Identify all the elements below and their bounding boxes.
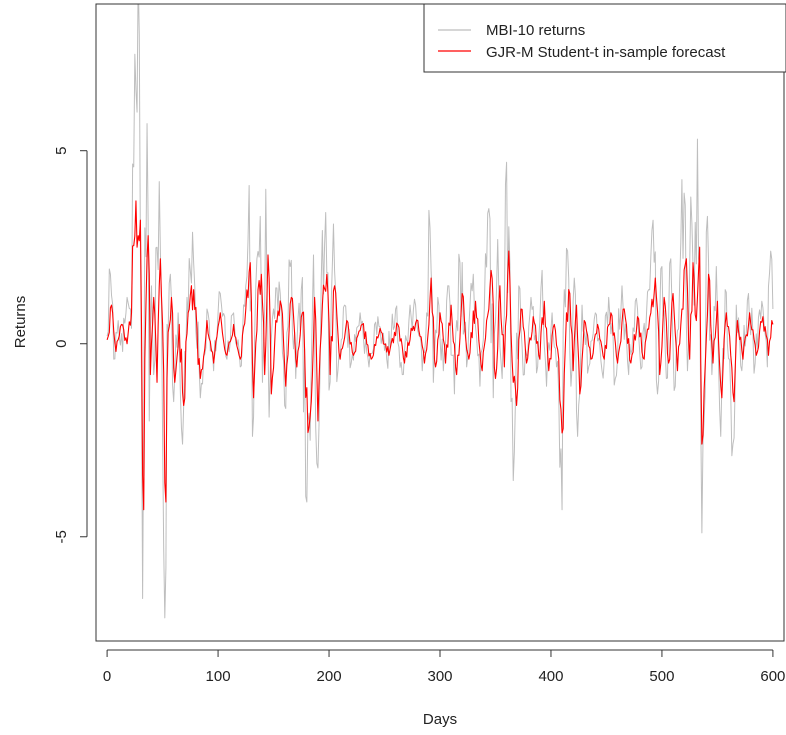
x-tick-label: 100 <box>206 668 231 685</box>
series-line-gjr-m-forecast <box>106 200 774 511</box>
x-axis: 0 100 200 300 400 500 600 <box>103 649 785 685</box>
y-tick-label: 5 <box>53 147 70 155</box>
x-tick-label: 0 <box>103 668 111 685</box>
y-axis-label: Returns <box>12 296 29 349</box>
x-tick-label: 200 <box>317 668 342 685</box>
y-tick-label: -5 <box>53 530 70 543</box>
legend-label-mbi10-returns: MBI-10 returns <box>486 22 585 39</box>
x-tick-label: 500 <box>649 668 674 685</box>
x-tick-label: 400 <box>538 668 563 685</box>
plot-layer <box>106 4 774 619</box>
x-tick-label: 600 <box>760 668 785 685</box>
legend-label-gjr-m-forecast: GJR-M Student-t in-sample forecast <box>486 44 726 61</box>
legend-box <box>423 3 786 73</box>
y-axis: -5 0 5 <box>53 147 88 543</box>
y-tick-label: 0 <box>53 340 70 348</box>
x-axis-label: Days <box>423 711 457 728</box>
x-tick-label: 300 <box>427 668 452 685</box>
legend: MBI-10 returns GJR-M Student-t in-sample… <box>423 3 786 73</box>
series-line-mbi10-returns <box>106 4 774 619</box>
